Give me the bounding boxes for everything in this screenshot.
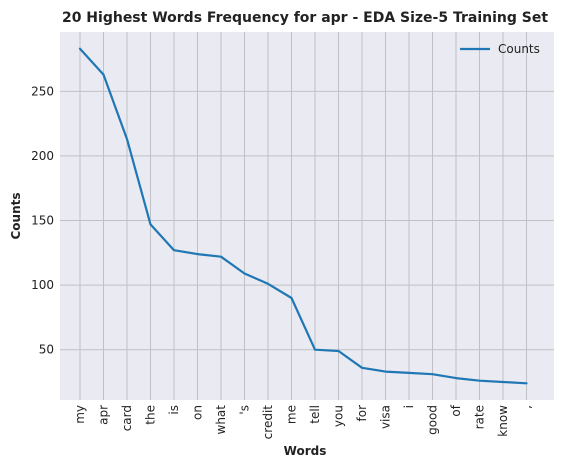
y-tick-label: 200 <box>31 149 54 163</box>
x-tick-label: credit <box>261 405 275 440</box>
x-tick-label: i <box>402 405 416 408</box>
x-tick-label: , <box>520 405 534 409</box>
plot-area <box>60 32 554 400</box>
x-tick-label: apr <box>97 405 111 425</box>
x-tick-label: what <box>214 405 228 435</box>
chart-title: 20 Highest Words Frequency for apr - EDA… <box>62 10 548 26</box>
legend: Counts <box>460 42 540 56</box>
y-gridlines <box>60 90 554 351</box>
x-tick-label: is <box>167 405 181 415</box>
legend-label-counts: Counts <box>498 42 540 56</box>
y-tick-label: 50 <box>39 343 54 357</box>
x-tick-label: my <box>73 405 87 424</box>
x-axis-label: Words <box>284 444 327 458</box>
x-gridlines <box>79 32 527 400</box>
x-tick-label: tell <box>308 405 322 424</box>
x-tick-label: the <box>144 405 158 425</box>
x-tick-labels: my apr card the is on what 's credit me tell you for… <box>73 404 534 439</box>
series-line-counts <box>78 47 528 385</box>
x-tick-label: me <box>285 405 299 424</box>
x-tick-label: visa <box>379 405 393 429</box>
x-tick-label: 's <box>238 405 252 415</box>
y-tick-labels: 50 100 150 200 250 <box>31 84 54 356</box>
x-tick-label: good <box>426 405 440 435</box>
y-tick-label: 150 <box>31 214 54 228</box>
x-tick-label: you <box>332 405 346 427</box>
x-tick-label: on <box>191 405 205 420</box>
x-tick-label: of <box>449 404 463 416</box>
x-tick-label: card <box>120 405 134 431</box>
y-axis-label: Counts <box>9 192 23 239</box>
y-tick-label: 250 <box>31 84 54 98</box>
x-tick-label: know <box>496 405 510 437</box>
y-tick-label: 100 <box>31 278 54 292</box>
x-tick-label: rate <box>473 405 487 429</box>
x-tick-label: for <box>355 405 369 422</box>
